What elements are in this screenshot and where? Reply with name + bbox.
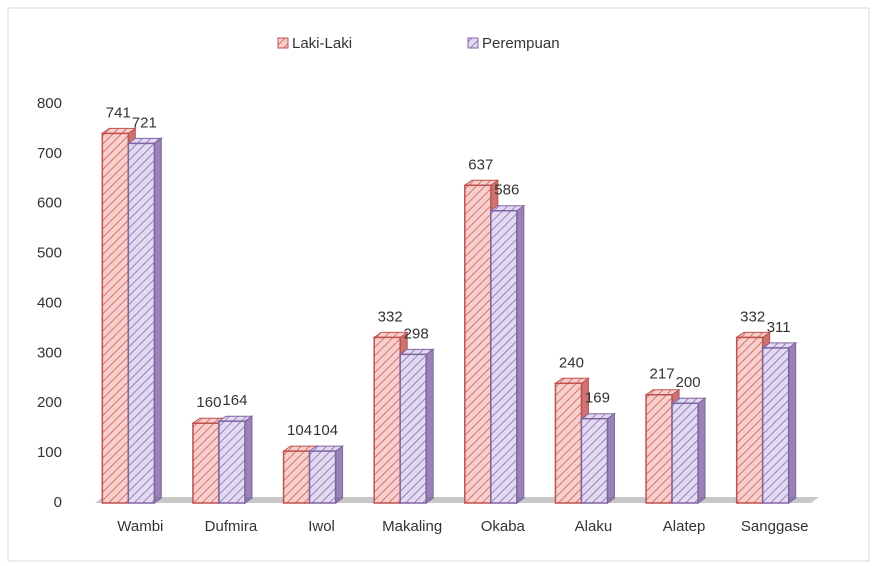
bar	[670, 397, 707, 504]
value-label: 586	[494, 182, 519, 199]
legend-label: Laki-Laki	[292, 35, 352, 52]
bar	[308, 445, 345, 504]
x-tick-label: Alaku	[575, 518, 613, 535]
value-label: 298	[404, 325, 429, 342]
value-label: 104	[313, 422, 338, 439]
value-label: 164	[222, 392, 247, 409]
value-label: 240	[559, 354, 584, 371]
legend-label: Perempuan	[482, 35, 560, 52]
value-label: 741	[106, 104, 131, 121]
value-label: 721	[132, 114, 157, 131]
value-label: 332	[378, 308, 403, 325]
bar	[398, 348, 435, 504]
bar	[217, 415, 254, 504]
y-tick-label: 100	[37, 444, 62, 461]
y-tick-label: 700	[37, 145, 62, 162]
y-tick-label: 600	[37, 195, 62, 212]
value-label: 200	[676, 374, 701, 391]
floor	[95, 497, 819, 503]
y-tick-label: 400	[37, 294, 62, 311]
x-tick-label: Sanggase	[741, 518, 809, 535]
value-label: 169	[585, 390, 610, 407]
x-tick-label: Makaling	[382, 518, 442, 535]
legend-swatch	[467, 37, 479, 49]
x-tick-label: Okaba	[481, 518, 526, 535]
value-label: 332	[740, 308, 765, 325]
bar	[191, 417, 228, 504]
value-label: 217	[650, 366, 675, 383]
x-tick-label: Iwol	[308, 518, 335, 535]
x-tick-label: Wambi	[117, 518, 163, 535]
bar	[579, 412, 616, 504]
value-label: 104	[287, 422, 312, 439]
bar	[126, 137, 163, 504]
x-tick-label: Alatep	[663, 518, 706, 535]
bar	[489, 204, 526, 504]
y-tick-label: 800	[37, 95, 62, 112]
y-tick-label: 500	[37, 245, 62, 262]
x-tick-label: Dufmira	[205, 518, 258, 535]
value-label: 311	[767, 319, 791, 336]
value-label: 637	[468, 156, 493, 173]
value-label: 160	[196, 394, 221, 411]
legend-swatch	[277, 37, 289, 49]
y-tick-label: 0	[54, 494, 62, 511]
bar	[761, 341, 798, 504]
y-tick-label: 200	[37, 394, 62, 411]
y-tick-label: 300	[37, 344, 62, 361]
